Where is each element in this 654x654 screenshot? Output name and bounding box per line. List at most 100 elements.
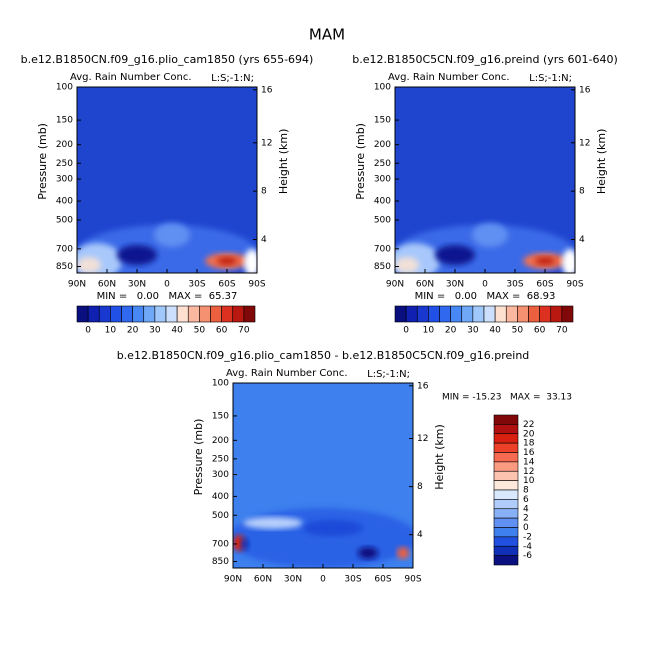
- y2-tick-label: 12: [579, 138, 590, 148]
- colorbar-box: [428, 305, 440, 323]
- colorbar-box: [98, 305, 111, 323]
- field-feature: [435, 245, 475, 265]
- colorbar-box: [493, 452, 519, 463]
- colorbar-label: -6: [523, 551, 532, 561]
- colorbar-box: [493, 499, 519, 510]
- colorbar-label: 40: [171, 326, 183, 336]
- colorbar-box: [110, 305, 122, 323]
- colorbar-box: [505, 305, 518, 323]
- colorbar-label: 60: [216, 326, 228, 336]
- panel-label: Avg. Rain Number Conc.: [388, 72, 510, 83]
- colorbar-label: 70: [238, 326, 250, 336]
- field-feature: [472, 223, 508, 247]
- panel-label: Avg. Rain Number Conc.: [70, 72, 192, 83]
- y2-tick-label: 16: [417, 381, 429, 391]
- figure-title: MAM: [309, 26, 345, 44]
- colorbar-label: 10: [523, 476, 535, 486]
- y-tick-label: 400: [56, 197, 73, 207]
- colorbar-box: [87, 305, 100, 323]
- y-tick-label: 850: [374, 262, 391, 272]
- colorbar-label: -2: [523, 532, 532, 542]
- y-axis-label: Pressure (mb): [192, 419, 205, 496]
- y-tick-label: 300: [374, 175, 391, 185]
- y-tick-label: 250: [374, 159, 391, 169]
- colorbar-box: [461, 305, 474, 323]
- x-tick-label: 60N: [416, 280, 434, 290]
- x-tick-label: 90S: [404, 575, 421, 585]
- y-tick-label: 700: [56, 244, 73, 254]
- y-tick-label: 200: [212, 436, 229, 446]
- field-feature: [77, 257, 101, 273]
- colorbar-label: 50: [512, 326, 524, 336]
- y-tick-label: 250: [212, 454, 229, 464]
- y-tick-label: 850: [212, 557, 229, 567]
- y-tick-label: 700: [212, 539, 229, 549]
- y2-tick-label: 4: [261, 235, 267, 245]
- colorbar-box: [493, 424, 519, 435]
- panel-label: Avg. Rain Number Conc.: [226, 368, 348, 379]
- field-feature: [241, 538, 249, 550]
- colorbar-box: [493, 480, 519, 491]
- field-feature: [244, 249, 257, 273]
- colorbar-label: 30: [467, 326, 479, 336]
- y2-tick-label: 4: [579, 235, 585, 245]
- x-tick-label: 90S: [248, 280, 265, 290]
- field-feature: [217, 257, 237, 265]
- min-max: MIN = 0.00 MAX = 65.37: [97, 291, 238, 302]
- colorbar-box: [439, 305, 451, 323]
- y2-tick-label: 8: [261, 187, 267, 197]
- colorbar-box: [493, 461, 519, 472]
- field-feature: [358, 547, 378, 559]
- field-feature: [233, 508, 413, 568]
- y-tick-label: 200: [56, 140, 73, 150]
- colorbar-box: [528, 305, 540, 323]
- y-tick-label: 500: [374, 215, 391, 225]
- colorbar-label: 2: [523, 514, 529, 524]
- y2-tick-label: 8: [579, 187, 585, 197]
- colorbar-box: [493, 442, 519, 453]
- colorbar-box: [143, 305, 156, 323]
- colorbar-box: [405, 305, 418, 323]
- colorbar-box: [493, 489, 519, 500]
- colorbar-box: [165, 305, 178, 323]
- field-feature: [243, 517, 303, 529]
- colorbar-label: -4: [523, 542, 532, 552]
- colorbar-label: 50: [194, 326, 206, 336]
- colorbar-box: [493, 536, 519, 547]
- colorbar-label: 8: [523, 486, 529, 496]
- panel-subtitle: b.e12.B1850C5CN.f09_g16.preind (yrs 601-…: [352, 53, 618, 66]
- x-tick-label: 60N: [254, 575, 272, 585]
- field-feature: [117, 245, 157, 265]
- colorbar-label: 20: [523, 429, 535, 439]
- colorbar-box: [187, 305, 200, 323]
- panel-subtitle: b.e12.B1850CN.f09_g16.plio_cam1850 - b.e…: [117, 349, 530, 362]
- colorbar-box: [494, 305, 507, 323]
- colorbar-box: [210, 305, 222, 323]
- y-tick-label: 150: [374, 116, 391, 126]
- y2-tick-label: 4: [417, 530, 423, 540]
- colorbar-box: [132, 305, 145, 323]
- colorbar-label: 20: [127, 326, 139, 336]
- y-tick-label: 100: [56, 83, 73, 93]
- colorbar-box: [176, 305, 189, 323]
- colorbar-box: [493, 527, 519, 538]
- colorbar-label: 16: [523, 448, 535, 458]
- y-tick-label: 500: [212, 511, 229, 521]
- y-axis-label: Pressure (mb): [354, 123, 367, 200]
- panel-corner: L:S;-1:N;: [367, 369, 410, 380]
- x-tick-label: 60N: [98, 280, 116, 290]
- y-tick-label: 150: [212, 411, 229, 421]
- field-feature: [154, 223, 190, 247]
- x-tick-label: 0: [320, 575, 326, 585]
- colorbar-label: 70: [556, 326, 568, 336]
- colorbar-box: [493, 414, 519, 425]
- x-tick-label: 30N: [446, 280, 464, 290]
- x-tick-label: 60S: [218, 280, 235, 290]
- field-feature: [395, 257, 419, 273]
- colorbar-box: [483, 305, 496, 323]
- min-max: MIN = -15.23 MAX = 33.13: [442, 393, 572, 403]
- y-axis-label: Pressure (mb): [36, 123, 49, 200]
- colorbar-box: [394, 305, 407, 323]
- y2-axis-label: Height (km): [277, 129, 290, 195]
- y-tick-label: 100: [212, 379, 229, 389]
